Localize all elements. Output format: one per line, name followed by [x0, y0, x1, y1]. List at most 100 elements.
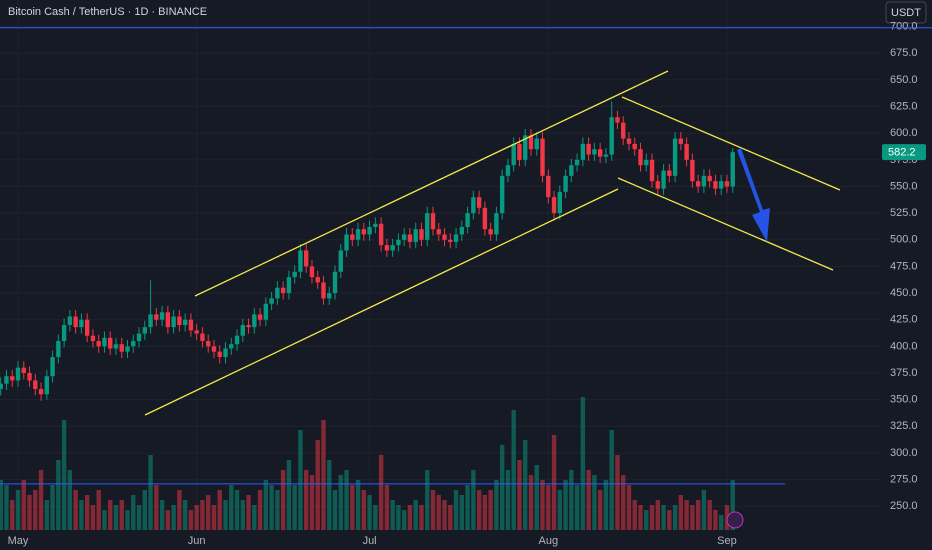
volume-bar	[425, 470, 430, 530]
candle-body	[494, 213, 499, 235]
candle-body	[38, 388, 44, 395]
volume-bar	[303, 470, 309, 530]
x-tick-label: Jul	[363, 535, 377, 547]
candle-body	[471, 197, 476, 214]
y-tick-label: 300.0	[890, 447, 918, 459]
candle-body	[165, 312, 171, 328]
volume-bar	[67, 470, 73, 530]
currency-button[interactable]	[885, 1, 927, 24]
volume-bar	[131, 495, 136, 530]
volume-bar	[713, 510, 718, 530]
candle-body	[344, 234, 349, 251]
candle-body	[280, 287, 286, 294]
volume-bar	[384, 485, 390, 530]
candle-body	[229, 344, 234, 349]
candle-body	[442, 234, 447, 240]
candle-body	[453, 234, 459, 242]
candle-body	[465, 213, 470, 228]
arrow	[737, 148, 770, 242]
volume-bar	[401, 510, 407, 530]
volume-bar	[15, 490, 21, 530]
y-tick-label: 350.0	[890, 394, 918, 406]
volume-bar	[79, 500, 84, 530]
price-tag	[882, 144, 926, 161]
candle-body	[182, 319, 188, 326]
candle-body	[332, 271, 338, 294]
candle-body	[188, 319, 194, 331]
candle-body	[546, 175, 551, 198]
x-tick-label: May	[8, 535, 29, 547]
volume-bar	[327, 460, 332, 530]
volume-bar	[136, 505, 142, 530]
y-tick-label: 675.0	[890, 47, 918, 59]
drawings	[144, 70, 841, 416]
candle-body	[719, 181, 724, 189]
volume-bar	[355, 480, 361, 530]
candle-body	[678, 138, 684, 144]
candle-body	[159, 312, 165, 320]
candle-body	[557, 191, 563, 214]
candle-body	[327, 293, 332, 299]
volume-bar	[61, 420, 67, 530]
volume-bar	[263, 480, 269, 530]
volume-bar	[4, 485, 9, 530]
y-tick-label: 600.0	[890, 127, 918, 139]
candle-body	[448, 239, 453, 242]
candle-body	[67, 316, 73, 326]
candle-body	[667, 170, 672, 176]
volume-bar	[44, 500, 50, 530]
candle-body	[0, 383, 3, 389]
volume-bar	[603, 480, 609, 530]
candle-body	[108, 337, 113, 349]
volume-bar	[586, 470, 591, 530]
candle-body	[517, 143, 522, 160]
candle-body	[713, 181, 718, 189]
volume-bar	[655, 500, 660, 530]
volume-bar	[188, 510, 194, 530]
y-tick-label: 275.0	[890, 473, 918, 485]
volume-bar	[378, 455, 384, 530]
candle-body	[621, 122, 626, 139]
volume-bar	[419, 505, 424, 530]
candle-body	[355, 229, 361, 240]
volume-bar	[84, 495, 90, 530]
volume-bar	[21, 480, 26, 530]
volume-bar	[119, 500, 124, 530]
candle-body	[113, 344, 119, 349]
x-tick-label: Aug	[538, 535, 558, 547]
volume-bar	[632, 500, 637, 530]
candle-body	[390, 245, 395, 251]
y-tick-label: 650.0	[890, 74, 918, 86]
candle-body	[649, 159, 655, 182]
volume-bar	[442, 500, 447, 530]
channel-line	[617, 177, 834, 271]
volume-bar	[649, 505, 655, 530]
y-tick-label: 325.0	[890, 420, 918, 432]
volume-bar	[695, 500, 701, 530]
volume-bar	[471, 470, 476, 530]
candle-body	[252, 314, 257, 328]
volume-bar	[661, 505, 666, 530]
y-tick-label: 400.0	[890, 340, 918, 352]
volume-bar	[257, 490, 263, 530]
candle-body	[644, 159, 649, 166]
volume-bar	[626, 485, 632, 530]
candle-body	[61, 325, 67, 342]
volume-bar	[557, 490, 563, 530]
candle-body	[263, 303, 269, 320]
volume-bar	[615, 455, 620, 530]
volume-bar	[574, 485, 580, 530]
candle-body	[240, 325, 245, 336]
candle-body	[33, 380, 38, 389]
candle-body	[275, 287, 280, 299]
candle-body	[148, 314, 153, 328]
candle-body	[425, 213, 430, 240]
volume-bar	[275, 490, 280, 530]
volume-bar	[165, 510, 171, 530]
volume-bar	[194, 505, 199, 530]
candle-body	[609, 117, 614, 155]
currency-label[interactable]: USDT	[891, 7, 921, 19]
volume-bar	[234, 490, 240, 530]
